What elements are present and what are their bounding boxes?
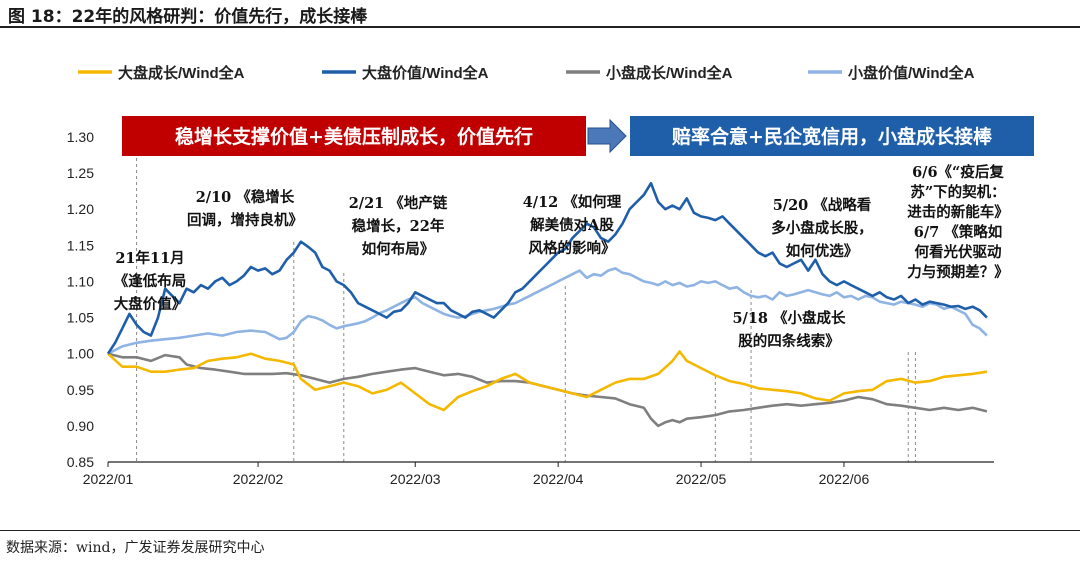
annotation-0-line-1: 回调，增持良机》 (187, 211, 303, 229)
annotation-5-line-1: 苏”下的契机： (910, 183, 1005, 201)
y-tick-label-0: 0.85 (67, 454, 94, 470)
annotation-2-line-2: 大盘价值》 (114, 295, 187, 313)
banner-growth-relay-text: 赔率合意+民企宽信用，小盘成长接棒 (672, 125, 993, 148)
legend-label-0: 大盘成长/Wind全A (118, 64, 245, 82)
x-tick-label-1: 2022/02 (233, 471, 284, 487)
arrow-icon (587, 118, 627, 154)
source-rule (0, 530, 1080, 531)
annotation-6-line-1: 股的四条线索》 (738, 332, 840, 350)
annotation-2-line-0: 21年11月 (115, 249, 184, 267)
figure-title: 图 18：22年的风格研判：价值先行，成长接棒 (8, 7, 368, 27)
x-tick-label-0: 2022/01 (83, 471, 134, 487)
annotation-4-line-1: 多小盘成长股， (771, 219, 873, 237)
banner-value-first (122, 116, 586, 156)
annotation-0-line-0: 2/10 《稳增长 (196, 188, 295, 206)
annotation-3-line-2: 风格的影响》 (529, 239, 616, 257)
event-annotations: 2/10 《稳增长回调，增持良机》 2/21 《地产链稳增长，22年如何布局》 21… (114, 163, 1009, 350)
annotation-1-line-0: 2/21 《地产链 (349, 194, 448, 212)
annotation-3-line-1: 解美债对A股 (530, 216, 614, 234)
banner-value-first-text: 稳增长支撑价值+美债压制成长，价值先行 (175, 125, 533, 148)
annotation-0: 2/10 《稳增长回调，增持良机》 (187, 188, 303, 229)
annotation-3: 4/12 《如何理解美债对A股风格的影响》 (523, 193, 622, 257)
annotation-5: 6/6《“疫后复苏”下的契机： 进击的新能车》 6/7 《策略如何看光伏驱动力与预期… (907, 163, 1009, 281)
annotation-4-line-2: 如何优选》 (786, 242, 859, 260)
x-tick-label-3: 2022/04 (533, 471, 584, 487)
event-guides (136, 128, 916, 462)
legend-label-1: 大盘价值/Wind全A (362, 64, 489, 82)
x-tick-label-5: 2022/06 (819, 471, 870, 487)
series-line-3 (107, 267, 988, 355)
title-rule (0, 26, 1080, 28)
annotation-3-line-0: 4/12 《如何理 (523, 193, 622, 211)
y-tick-label-4: 1.05 (67, 310, 94, 326)
annotation-6: 5/18 《小盘成长股的四条线索》 (732, 309, 846, 350)
annotation-1-line-2: 如何布局》 (362, 240, 435, 258)
axes: 0.85 0.90 0.95 1.00 1.05 1.10 1.15 1.20 1.25 1.30… (67, 129, 994, 487)
annotation-5-line-5: 力与预期差？》 (907, 263, 1009, 281)
style-ratio-line-chart: 大盘成长/Wind全A 大盘价值/Wind全A 小盘成长/Wind全A 小盘价值/Wi… (67, 64, 1034, 487)
legend-label-2: 小盘成长/Wind全A (606, 64, 733, 82)
series-line-0 (107, 350, 988, 412)
legend: 大盘成长/Wind全A 大盘价值/Wind全A 小盘成长/Wind全A 小盘价值/Wi… (78, 64, 975, 82)
annotation-1-line-1: 稳增长，22年 (352, 217, 445, 235)
series-line-2 (107, 352, 988, 428)
annotation-4: 5/20 《战略看多小盘成长股， 如何优选》 (771, 196, 873, 260)
y-tick-label-1: 0.90 (67, 418, 94, 434)
annotation-5-line-3: 6/7 《策略如 (914, 223, 1003, 241)
annotation-5-line-2: 进击的新能车》 (907, 203, 1009, 221)
annotation-2: 21年11月《逢低布局大盘价值》 (114, 249, 187, 313)
series-lines (106, 181, 988, 428)
banner-growth-relay (630, 116, 1034, 156)
legend-label-3: 小盘价值/Wind全A (848, 64, 975, 82)
y-tick-label-7: 1.20 (67, 201, 94, 217)
series-line-1 (106, 181, 988, 355)
y-tick-label-3: 1.00 (67, 346, 94, 362)
annotation-5-line-4: 何看光伏驱动 (915, 243, 1002, 261)
x-tick-label-4: 2022/05 (676, 471, 727, 487)
annotation-2-line-1: 《逢低布局 (114, 272, 187, 290)
source-note: 数据来源：wind，广发证券发展研究中心 (6, 540, 265, 556)
annotation-1: 2/21 《地产链稳增长，22年如何布局》 (349, 194, 448, 258)
annotation-5-line-0: 6/6《“疫后复 (912, 163, 1004, 181)
x-tick-label-2: 2022/03 (390, 471, 441, 487)
annotation-4-line-0: 5/20 《战略看 (773, 196, 872, 214)
regime-banners: 稳增长支撑价值+美债压制成长，价值先行 赔率合意+民企宽信用，小盘成长接棒 (122, 116, 1034, 156)
y-tick-label-6: 1.15 (67, 237, 94, 253)
y-tick-label-5: 1.10 (67, 273, 94, 289)
y-tick-label-2: 0.95 (67, 382, 94, 398)
y-tick-label-8: 1.25 (67, 165, 94, 181)
y-tick-label-9: 1.30 (67, 129, 94, 145)
annotation-6-line-0: 5/18 《小盘成长 (732, 309, 846, 327)
